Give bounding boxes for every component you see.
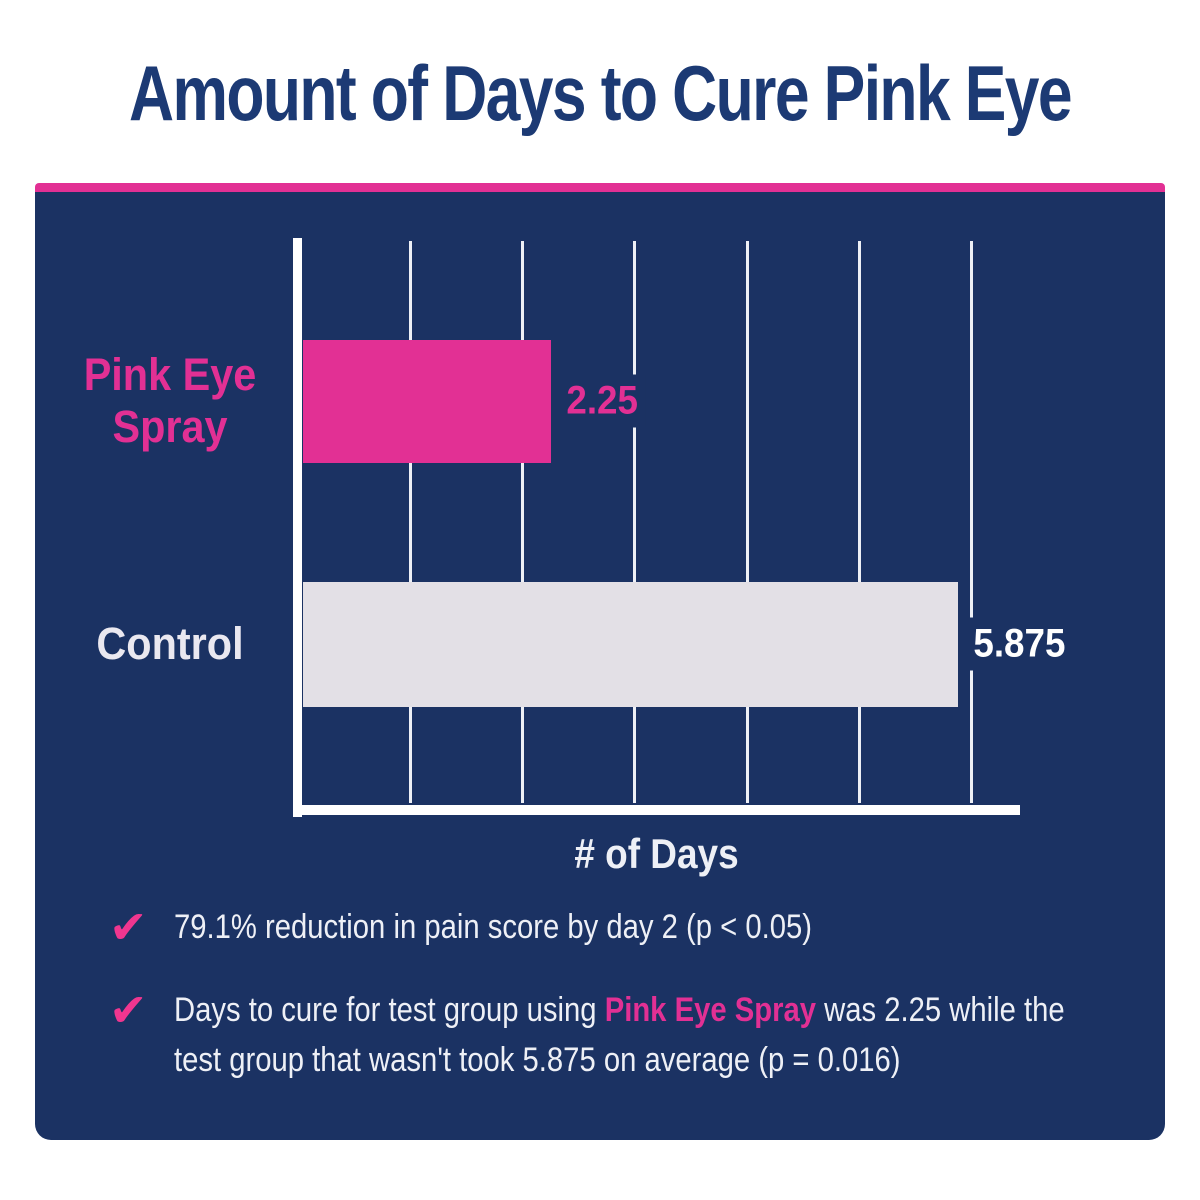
y-axis-line xyxy=(293,238,302,817)
pink-divider-line xyxy=(35,183,1165,192)
footnote-line: test group that wasn't took 5.875 on ave… xyxy=(174,1035,1065,1085)
x-axis-line xyxy=(293,805,1020,815)
text-segment: 79.1% reduction in pain score by day 2 (… xyxy=(173,908,812,946)
bar-pink-eye-spray xyxy=(303,339,551,463)
category-label: Control xyxy=(96,618,244,669)
highlighted-text: Pink Eye Spray xyxy=(604,991,816,1029)
page-title: Amount of Days to Cure Pink Eye xyxy=(128,49,1073,137)
value-label: 5.875 xyxy=(965,617,1073,671)
bar-control xyxy=(303,581,958,707)
check-icon: ✔ xyxy=(109,984,148,1036)
text-segment: Days to cure for test group using xyxy=(173,991,605,1029)
x-axis-title: # of Days xyxy=(574,830,739,877)
gridline-day-1 xyxy=(408,241,412,803)
text-segment: test group that wasn't took 5.875 on ave… xyxy=(173,1041,901,1079)
footnote-line: Days to cure for test group using Pink E… xyxy=(174,985,1065,1035)
check-icon: ✔ xyxy=(109,901,148,953)
footnotes: ✔ 79.1% reduction in pain score by day 2 … xyxy=(109,902,1139,1085)
category-label: Pink Eye Spray xyxy=(83,349,257,452)
gridline-day-5 xyxy=(858,241,861,803)
footnote-text: Days to cure for test group using Pink E… xyxy=(174,985,1065,1085)
footnote-text: 79.1% reduction in pain score by day 2 (… xyxy=(174,902,812,952)
gridline-day-2 xyxy=(521,241,525,803)
footnote-item: ✔ Days to cure for test group using Pink … xyxy=(109,985,1139,1085)
text-segment: was 2.25 while the xyxy=(815,991,1065,1029)
chart-panel: 2.25 Pink Eye Spray 5.875 Control # of Days… xyxy=(35,192,1165,1140)
footnote-line: 79.1% reduction in pain score by day 2 (… xyxy=(174,902,812,952)
value-label: 2.25 xyxy=(558,374,646,428)
gridline-day-6 xyxy=(970,241,974,803)
gridline-day-4 xyxy=(745,241,749,803)
gridline-day-3 xyxy=(633,241,637,803)
footnote-item: ✔ 79.1% reduction in pain score by day 2 … xyxy=(109,902,1139,952)
